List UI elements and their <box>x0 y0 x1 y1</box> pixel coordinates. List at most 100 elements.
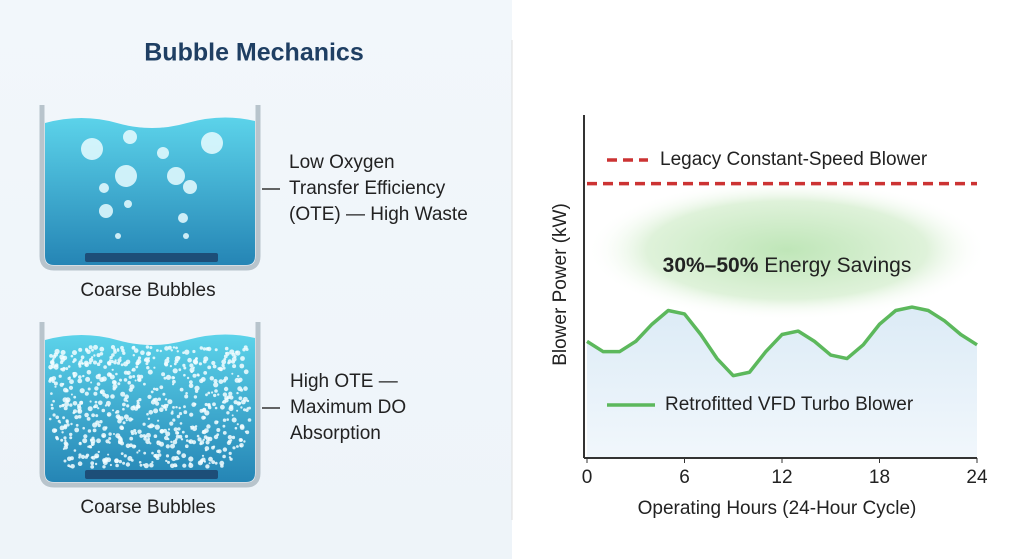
fine-bubble <box>55 415 59 420</box>
fine-bubble <box>91 413 95 418</box>
fine-bubble <box>72 411 76 415</box>
fine-bubble <box>170 349 173 352</box>
fine-bubble <box>119 378 122 382</box>
fine-bubble <box>156 349 159 352</box>
bubble <box>201 132 223 154</box>
fine-bubble <box>183 410 188 415</box>
fine-bubble <box>216 433 220 436</box>
fine-bubble <box>202 416 206 420</box>
fine-bubble <box>126 404 130 408</box>
fine-bubble <box>138 398 142 402</box>
fine-bubble <box>167 460 170 464</box>
fine-bubble <box>243 386 248 391</box>
fine-bubble <box>174 359 179 364</box>
fine-bubble <box>177 356 181 360</box>
fine-bubble <box>201 431 205 434</box>
fine-bubble <box>131 369 134 372</box>
fine-bubble <box>103 365 107 369</box>
fine-bubble <box>65 389 69 393</box>
fine-bubble <box>237 386 243 392</box>
fine-bubble <box>231 372 234 375</box>
fine-bubble <box>62 397 68 403</box>
fine-bubble <box>102 426 107 431</box>
fine-bubble <box>142 463 145 466</box>
fine-bubble <box>147 394 152 399</box>
fine-bubble <box>228 406 234 412</box>
diffuser <box>85 470 218 479</box>
fine-bubble <box>63 406 68 411</box>
fine-bubble <box>147 369 153 375</box>
tank-outline <box>39 105 261 271</box>
fine-bubble <box>190 425 195 429</box>
fine-bubble <box>192 373 197 378</box>
fine-bubble <box>101 408 106 413</box>
fine-bubble <box>172 376 176 379</box>
fine-bubble <box>173 362 177 366</box>
x-tick-label: 24 <box>966 467 988 488</box>
fine-bubble <box>70 422 73 426</box>
fine-bubble <box>187 357 192 363</box>
fine-bubble <box>133 429 137 433</box>
fine-bubble <box>99 389 105 395</box>
fine-bubble <box>175 346 178 350</box>
fine-bubble <box>84 412 89 418</box>
fine-bubble <box>64 401 70 407</box>
fine-bubble <box>78 360 83 365</box>
fine-bubble <box>236 409 239 412</box>
fine-bubble <box>238 396 243 401</box>
fine-bubble <box>221 359 227 365</box>
fine-bubble <box>94 386 99 391</box>
fine-bubble <box>194 385 200 391</box>
tank-outline <box>39 322 261 488</box>
fine-bubble <box>108 441 111 444</box>
fine-bubble <box>205 464 210 469</box>
panel-note: (OTE) — High Waste <box>289 204 468 225</box>
fine-bubble <box>185 444 189 449</box>
fine-bubble <box>198 362 202 366</box>
fine-bubble <box>243 369 249 375</box>
fine-bubble <box>216 420 219 423</box>
fine-bubble <box>222 379 227 383</box>
fine-bubble <box>145 358 150 363</box>
fine-bubble <box>224 396 229 401</box>
fine-bubble <box>169 365 172 368</box>
fine-bubble <box>80 355 85 360</box>
panel-caption: Coarse Bubbles <box>80 497 215 518</box>
fine-bubble <box>142 422 146 426</box>
fine-bubble <box>62 416 65 420</box>
fine-bubble <box>177 427 181 431</box>
fine-bubble <box>133 444 137 448</box>
fine-bubble <box>96 353 101 358</box>
fine-bubble <box>152 387 156 391</box>
fine-bubble <box>69 432 73 437</box>
fine-bubble <box>67 376 71 381</box>
fine-bubble <box>231 435 236 440</box>
fine-bubble <box>205 440 210 445</box>
fine-bubble <box>204 449 208 452</box>
fine-bubble <box>94 462 98 466</box>
fine-bubble <box>206 424 211 429</box>
fine-bubble <box>108 437 112 440</box>
fine-bubble <box>70 464 75 469</box>
fine-bubble <box>85 376 91 382</box>
fine-bubble <box>211 391 214 394</box>
fine-bubble <box>86 370 92 375</box>
fine-bubble <box>222 447 228 452</box>
fine-bubble <box>203 371 208 375</box>
fine-bubble <box>151 461 154 464</box>
fine-bubble <box>173 427 178 432</box>
fine-bubble <box>162 392 166 396</box>
fine-bubble <box>207 365 212 370</box>
fine-bubble <box>69 436 73 440</box>
fine-bubble <box>150 390 154 394</box>
fine-bubble <box>179 387 184 392</box>
fine-bubble <box>65 419 69 423</box>
fine-bubble <box>243 408 246 412</box>
fine-bubble <box>170 440 173 443</box>
fine-bubble <box>159 407 164 413</box>
fine-bubble <box>189 380 193 384</box>
fine-bubble <box>129 436 134 441</box>
fine-bubble <box>106 457 112 463</box>
fine-bubble <box>123 378 128 382</box>
fine-bubble <box>126 400 129 403</box>
